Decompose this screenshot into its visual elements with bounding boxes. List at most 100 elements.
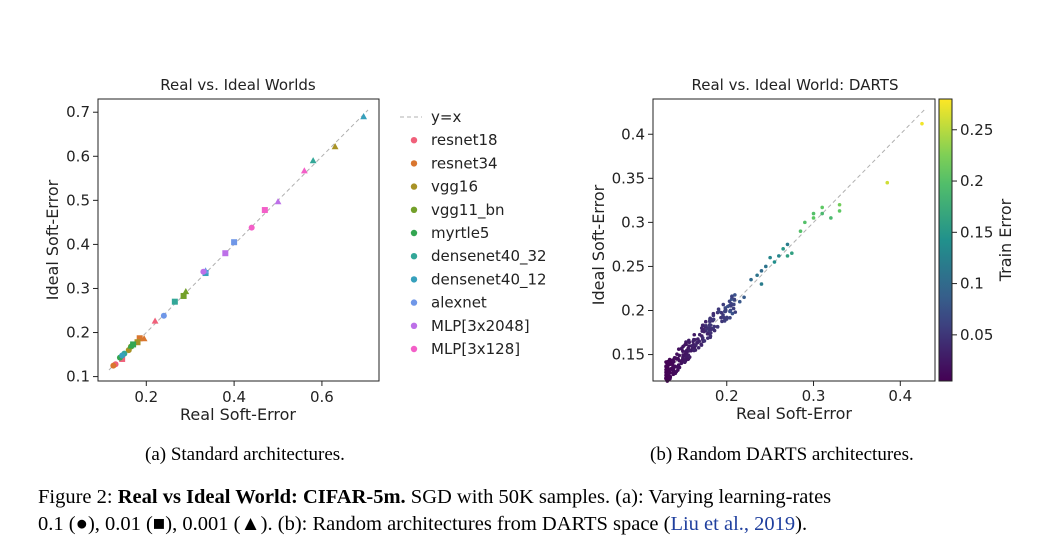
data-point <box>730 295 734 299</box>
data-point <box>742 295 746 300</box>
left-x-ticks: 0.2 0.4 0.6 <box>134 381 334 406</box>
right-y-axis-label: Ideal Soft-Error <box>589 184 608 305</box>
x-tick-label: 0.4 <box>222 388 246 406</box>
data-point <box>731 306 736 311</box>
left-y-ticks: 0.1 0.2 0.3 0.4 0.5 0.6 0.7 <box>66 103 98 386</box>
data-point <box>119 352 126 359</box>
legend-marker <box>410 276 418 283</box>
left-plot-frame <box>97 98 380 382</box>
legend-marker <box>410 160 418 167</box>
data-point <box>666 360 671 365</box>
right-y-ticks: 0.15 0.2 0.25 0.3 0.35 0.4 <box>612 125 653 364</box>
data-point <box>701 323 705 328</box>
colorbar-tick-label: 0.15 <box>960 223 993 241</box>
data-point <box>712 328 717 333</box>
x-tick-label: 0.2 <box>715 387 739 405</box>
left-chart-title: Real vs. Ideal Worlds <box>160 76 316 94</box>
data-point <box>671 366 676 371</box>
data-point <box>709 327 713 332</box>
legend-label: densenet40_32 <box>431 247 547 266</box>
y-tick-label: 0.15 <box>612 346 645 364</box>
caption-label: Figure 2: <box>38 486 113 508</box>
y-tick-label: 0.4 <box>66 235 90 253</box>
colorbar: 0.05 0.1 0.15 0.2 0.25 <box>938 98 993 382</box>
data-point <box>717 310 721 314</box>
data-point <box>692 332 697 337</box>
data-point <box>715 324 720 329</box>
data-point <box>677 353 682 358</box>
y-tick-label: 0.7 <box>66 103 90 121</box>
data-point <box>151 317 159 324</box>
data-point <box>685 357 690 362</box>
data-point <box>680 359 684 363</box>
data-point <box>687 344 691 348</box>
data-point <box>171 298 178 305</box>
data-point <box>837 202 842 207</box>
right-data-points <box>664 121 924 383</box>
y-tick-label: 0.4 <box>621 125 645 143</box>
data-point <box>665 363 670 368</box>
data-point <box>728 315 732 320</box>
citation-link[interactable]: Liu et al., 2019 <box>670 513 796 535</box>
data-point <box>664 376 668 380</box>
legend-label: resnet18 <box>431 131 498 149</box>
y-tick-label: 0.2 <box>66 324 90 342</box>
data-point <box>222 250 229 257</box>
data-point <box>697 332 702 337</box>
data-point <box>180 292 187 299</box>
data-point <box>803 220 807 225</box>
data-point <box>248 224 255 231</box>
data-point <box>837 209 842 213</box>
right-chart: Real vs. Ideal World: DARTS 0.2 0.3 0.4 0.… <box>589 76 1015 423</box>
data-point <box>708 323 713 327</box>
data-point <box>708 335 713 340</box>
legend-marker <box>410 253 418 260</box>
data-point <box>160 312 167 319</box>
data-point <box>673 356 678 360</box>
data-point <box>709 318 713 322</box>
legend-label: densenet40_12 <box>431 270 547 289</box>
caption-line1: SGD with 50K samples. (a): Varying learn… <box>410 486 832 508</box>
right-reference-line <box>665 107 927 373</box>
data-point <box>721 315 726 319</box>
data-point <box>820 205 824 210</box>
y-tick-label: 0.3 <box>621 213 645 231</box>
data-point <box>702 329 706 334</box>
data-point <box>785 242 790 247</box>
data-point <box>768 255 772 260</box>
colorbar-tick-label: 0.1 <box>960 275 984 293</box>
data-point <box>200 268 207 275</box>
data-point <box>811 216 816 220</box>
data-point <box>733 310 738 314</box>
data-point <box>755 273 759 278</box>
right-subcaption: (b) Random DARTS architectures. <box>650 444 914 465</box>
data-point <box>331 142 339 150</box>
data-point <box>733 293 737 297</box>
data-point <box>829 216 833 220</box>
colorbar-tick-label: 0.2 <box>960 172 984 190</box>
data-point <box>700 336 705 340</box>
left-reference-line <box>108 109 369 371</box>
left-x-axis-label: Real Soft-Error <box>180 405 296 424</box>
data-point <box>127 342 135 349</box>
right-plot-frame <box>652 98 936 382</box>
y-tick-label: 0.25 <box>612 257 645 275</box>
legend-label: alexnet <box>431 294 487 312</box>
data-point <box>110 362 117 369</box>
legend-marker <box>410 345 418 353</box>
colorbar-label: Train Error <box>996 198 1015 282</box>
data-point <box>811 211 816 216</box>
data-point <box>728 309 732 314</box>
left-y-axis-label: Ideal Soft-Error <box>43 179 62 300</box>
data-point <box>140 335 148 342</box>
data-point <box>664 360 668 364</box>
data-point <box>703 319 708 324</box>
y-tick-label: 0.35 <box>612 169 645 187</box>
data-point <box>130 341 137 348</box>
data-point <box>684 342 688 346</box>
right-x-axis-label: Real Soft-Error <box>736 404 852 423</box>
data-point <box>759 269 764 273</box>
data-point <box>360 113 368 120</box>
data-point <box>749 277 753 282</box>
data-point <box>300 167 308 174</box>
